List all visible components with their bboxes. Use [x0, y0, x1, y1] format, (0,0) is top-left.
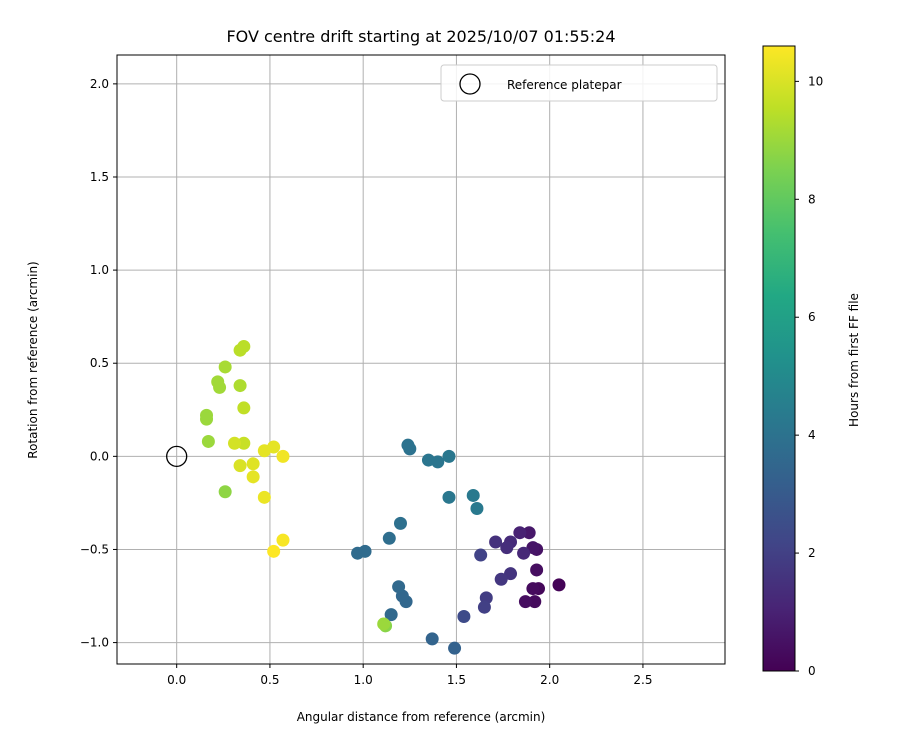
- y-tick-label: 1.0: [90, 263, 109, 277]
- data-point: [517, 546, 531, 560]
- data-point: [267, 544, 281, 558]
- data-points: [200, 339, 566, 655]
- y-tick-label: 0.5: [90, 356, 109, 370]
- data-point: [528, 595, 542, 609]
- colorbar-tick-label: 0: [808, 664, 816, 678]
- data-point: [233, 459, 247, 473]
- data-point: [500, 541, 514, 555]
- data-point: [526, 541, 540, 555]
- data-point: [518, 595, 532, 609]
- colorbar-label: Hours from first FF file: [847, 293, 861, 427]
- data-point: [392, 580, 406, 594]
- y-tick-label: −1.0: [80, 636, 109, 650]
- x-tick-label: 1.5: [447, 673, 466, 687]
- data-point: [218, 360, 232, 374]
- colorbar-tick-label: 10: [808, 74, 823, 88]
- x-axis-ticks: 0.0 0.5 1.0 1.5 2.0 2.5: [167, 664, 652, 687]
- data-point: [213, 380, 227, 394]
- y-tick-label: 0.0: [90, 449, 109, 463]
- chart-title: FOV centre drift starting at 2025/10/07 …: [226, 27, 615, 46]
- data-point: [377, 617, 391, 631]
- x-tick-label: 0.5: [260, 673, 279, 687]
- data-point: [552, 578, 566, 592]
- data-point: [470, 501, 484, 515]
- data-point: [233, 343, 247, 357]
- data-point: [276, 449, 290, 463]
- x-tick-label: 0.0: [167, 673, 186, 687]
- data-point: [201, 434, 215, 448]
- plot-frame: [116, 54, 726, 665]
- y-tick-label: −0.5: [80, 542, 109, 556]
- data-point: [522, 526, 536, 540]
- colorbar: 0 2 4 6 8 10 Hours from first FF file: [762, 45, 861, 678]
- y-tick-label: 2.0: [90, 77, 109, 91]
- data-point: [237, 436, 251, 450]
- colorbar-tick-label: 6: [808, 310, 816, 324]
- y-axis-ticks: −1.0 −0.5 0.0 0.5 1.0 1.5 2.0: [80, 77, 117, 650]
- colorbar-ticks: 0 2 4 6 8 10: [795, 74, 823, 678]
- x-tick-label: 2.0: [540, 673, 559, 687]
- legend-reference-marker: [459, 73, 481, 95]
- data-point: [504, 567, 518, 581]
- data-point: [276, 533, 290, 547]
- data-point: [358, 544, 372, 558]
- x-tick-label: 1.0: [354, 673, 373, 687]
- data-point: [257, 490, 271, 504]
- reference-marker: [166, 445, 188, 467]
- data-point: [526, 582, 540, 596]
- y-tick-label: 1.5: [90, 170, 109, 184]
- data-point: [489, 535, 503, 549]
- data-point: [233, 379, 247, 393]
- x-tick-label: 2.5: [633, 673, 652, 687]
- data-point: [403, 442, 417, 456]
- data-point: [382, 531, 396, 545]
- data-point: [393, 516, 407, 530]
- data-point: [246, 470, 260, 484]
- data-point: [227, 436, 241, 450]
- colorbar-tick-label: 2: [808, 546, 816, 560]
- data-point: [237, 401, 251, 415]
- data-point: [457, 610, 471, 624]
- data-point: [477, 600, 491, 614]
- legend: Reference platepar: [440, 64, 718, 102]
- y-axis-label: Rotation from reference (arcmin): [26, 261, 40, 458]
- data-point: [425, 632, 439, 646]
- colorbar-tick-label: 8: [808, 192, 816, 206]
- data-point: [494, 572, 508, 586]
- data-point: [448, 641, 462, 655]
- data-point: [431, 455, 445, 469]
- data-point: [442, 449, 456, 463]
- grid-lines: [117, 55, 725, 664]
- x-axis-label: Angular distance from reference (arcmin): [297, 710, 546, 724]
- colorbar-gradient: [762, 45, 796, 672]
- data-point: [218, 485, 232, 499]
- data-point: [200, 412, 214, 426]
- reference-platepar-point: [166, 445, 188, 467]
- data-point: [513, 526, 527, 540]
- legend-box: [440, 64, 718, 102]
- legend-entry-reference: Reference platepar: [507, 78, 622, 92]
- data-point: [384, 608, 398, 622]
- data-point: [442, 490, 456, 504]
- data-point: [474, 548, 488, 562]
- data-point: [246, 457, 260, 471]
- data-point: [530, 563, 544, 577]
- colorbar-tick-label: 4: [808, 428, 816, 442]
- data-point: [267, 440, 281, 454]
- data-point: [466, 488, 480, 502]
